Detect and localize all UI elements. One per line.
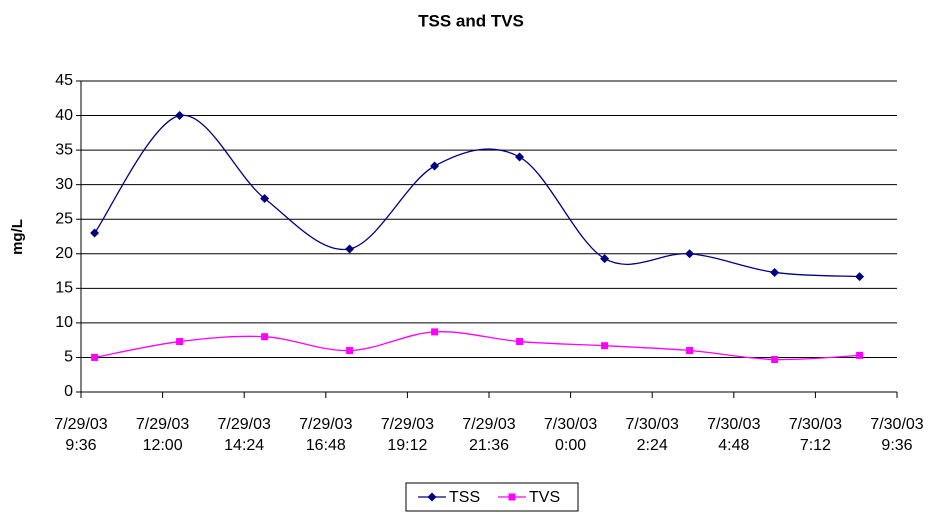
marker: [90, 228, 100, 238]
y-tick-label: 10: [55, 314, 73, 331]
x-tick-label: 7/29/03 16:48: [299, 416, 353, 454]
y-tick-label: 45: [55, 72, 73, 89]
marker: [601, 342, 609, 350]
marker: [686, 347, 694, 355]
x-tick-label: 7/29/03 12:00: [135, 416, 190, 454]
y-tick-label: 5: [64, 349, 73, 366]
marker: [515, 152, 525, 162]
marker: [856, 351, 864, 359]
marker: [176, 338, 184, 346]
marker: [346, 347, 354, 355]
x-tick-label: 7/30/03 4:48: [707, 416, 761, 454]
y-tick-label: 40: [55, 107, 73, 124]
marker: [431, 328, 439, 336]
marker: [430, 161, 440, 171]
y-tick-label: 35: [55, 141, 73, 158]
marker: [855, 272, 865, 282]
x-tick-label: 7/30/03 7:12: [788, 416, 843, 454]
marker: [600, 254, 610, 264]
marker: [427, 492, 437, 502]
marker: [261, 333, 269, 341]
marker: [260, 193, 270, 203]
x-tick-label: 7/29/03 9:36: [54, 416, 108, 454]
legend-label: TSS: [449, 489, 480, 506]
x-tick-label: 7/29/03 14:24: [217, 416, 271, 454]
marker: [508, 493, 516, 501]
x-tick-label: 7/30/03 9:36: [870, 416, 924, 454]
marker: [516, 338, 524, 346]
series-line: [94, 331, 860, 361]
chart-title: TSS and TVS: [418, 11, 524, 30]
legend-label: TVS: [529, 489, 560, 506]
x-tick-label: 7/30/03 0:00: [543, 416, 598, 454]
y-tick-label: 20: [55, 245, 73, 262]
series-line: [94, 114, 860, 278]
y-axis-label: mg/L: [9, 219, 26, 255]
marker: [91, 353, 99, 361]
y-tick-label: 25: [55, 210, 73, 227]
marker: [770, 267, 780, 277]
marker: [771, 356, 779, 364]
y-tick-label: 0: [64, 383, 73, 400]
y-tick-label: 15: [55, 280, 73, 297]
x-tick-label: 7/30/03 2:24: [625, 416, 679, 454]
x-tick-label: 7/29/03 19:12: [380, 416, 435, 454]
marker: [345, 244, 355, 254]
marker: [175, 111, 185, 121]
x-tick-label: 7/29/03 21:36: [462, 416, 516, 454]
marker: [685, 249, 695, 259]
y-tick-label: 30: [55, 176, 73, 193]
